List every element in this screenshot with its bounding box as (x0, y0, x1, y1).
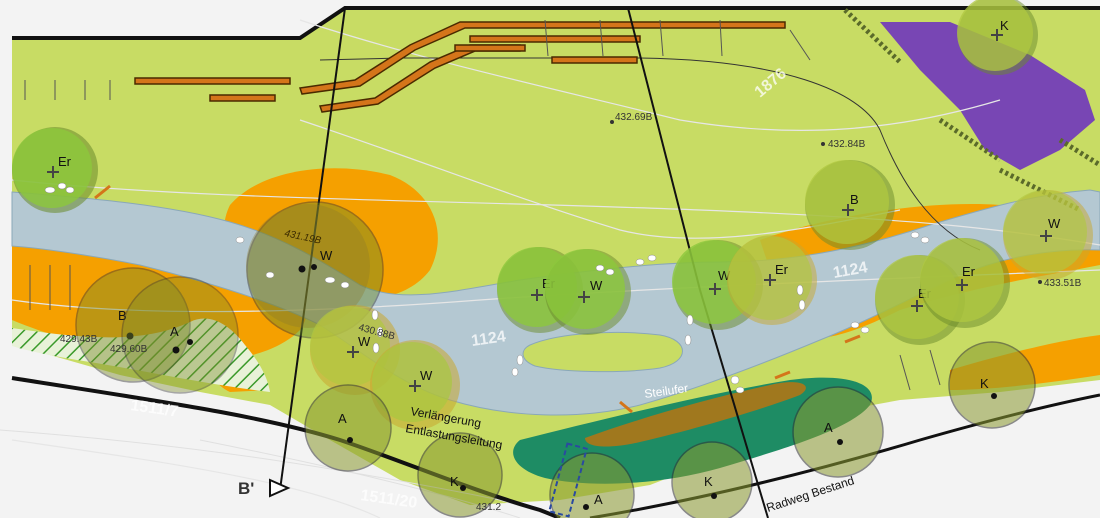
parcel-line (319, 57, 981, 251)
parcel-number: 1124 (832, 259, 869, 282)
arrow-icon (774, 370, 791, 380)
fence-ticks (24, 19, 941, 391)
tree-label-k: K (704, 474, 713, 489)
elevation-label: 432.84B (828, 139, 866, 150)
tree-k-3: K (671, 441, 753, 518)
drainage-structure (548, 442, 588, 518)
steep-bank-area (585, 382, 806, 447)
tree-center-marks (47, 29, 1052, 392)
tree-w-4: W (545, 249, 631, 335)
tree-b-2: B (805, 160, 895, 250)
site-boundary-top (12, 6, 1100, 40)
elevation-label: 432.69B (615, 112, 653, 123)
tree-label-w: W (320, 248, 333, 263)
tree-a-4: A (792, 386, 884, 478)
arrow-icon (619, 400, 633, 414)
tree-label-a: A (594, 492, 603, 507)
tree-b-1: B (75, 267, 191, 383)
purple-planting-area (880, 22, 1095, 170)
tree-a-3: A (549, 452, 635, 518)
tree-label-a: A (338, 411, 347, 426)
tree-label-b: B (118, 308, 127, 323)
parcel-number: 1511/7 (129, 397, 179, 421)
arrow-icon (94, 184, 111, 200)
tree-label-w: W (358, 334, 371, 349)
parcel-number: 1124 (470, 328, 507, 350)
hatched-area (12, 318, 270, 392)
tree-a-1: A (121, 276, 239, 394)
tree-label-b: B (850, 192, 859, 207)
elevation-label: 429.43B (60, 334, 98, 345)
section-arrow-icon (269, 478, 291, 498)
tree-w-2: W (310, 305, 400, 395)
trees: Er W B A W W (12, 0, 1093, 518)
orange-area-left (12, 228, 308, 362)
tree-a-2: A (304, 384, 392, 472)
tree-w-1: W (246, 201, 384, 339)
tree-label-er: Er (775, 262, 789, 277)
arrow-icon (844, 334, 861, 344)
planting-rows (134, 21, 786, 113)
tree-label-k: K (980, 376, 989, 391)
tree-er-1: Er (12, 127, 98, 213)
elevation-label: 431.2 (476, 502, 501, 513)
stone-decor (44, 182, 930, 394)
survey-lines (11, 19, 1100, 518)
tree-label-w: W (420, 368, 433, 383)
tree-k-4: K (948, 341, 1036, 429)
tree-label-w: W (590, 278, 603, 293)
section-marker-label: B' (238, 479, 254, 498)
tree-label-k: K (1000, 18, 1009, 33)
elevation-label: 429.60B (110, 344, 148, 355)
tree-label-er: Er (962, 264, 976, 279)
tree-er-5: Er (920, 238, 1010, 328)
annotation-steilufer: Steilufer (643, 381, 689, 401)
elevation-label: 433.51B (1044, 278, 1082, 289)
tree-label-a: A (170, 324, 179, 339)
tree-label-k: K (450, 474, 459, 489)
tree-k-2: K (417, 432, 503, 518)
tree-label-w: W (1048, 216, 1061, 231)
stream-island (522, 331, 683, 373)
tree-label-a: A (824, 420, 833, 435)
tree-label-er: Er (58, 154, 72, 169)
